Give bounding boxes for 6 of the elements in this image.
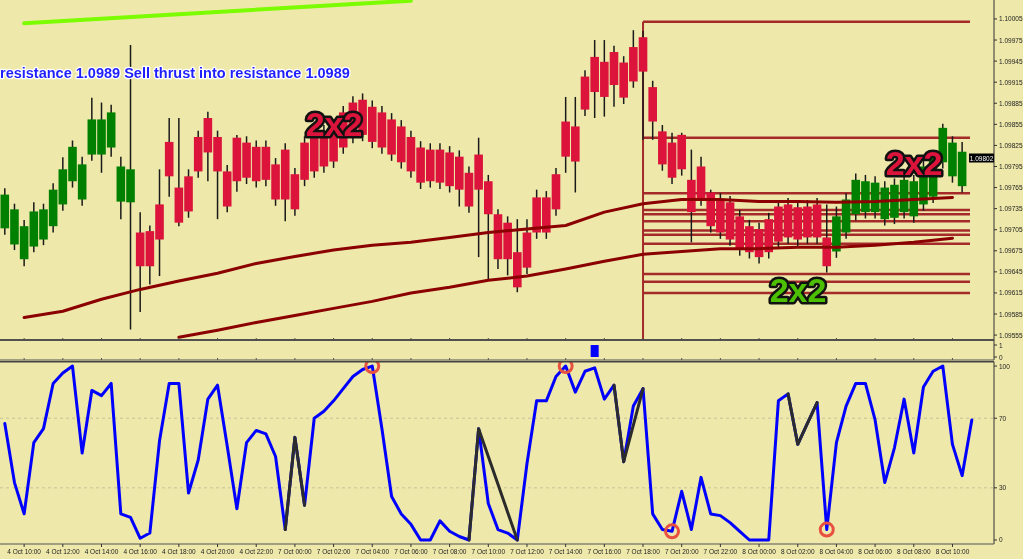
point xyxy=(557,361,574,375)
point xyxy=(664,523,681,540)
point xyxy=(364,361,381,375)
line-series xyxy=(177,236,954,339)
line-series xyxy=(22,195,954,320)
point xyxy=(818,521,835,538)
